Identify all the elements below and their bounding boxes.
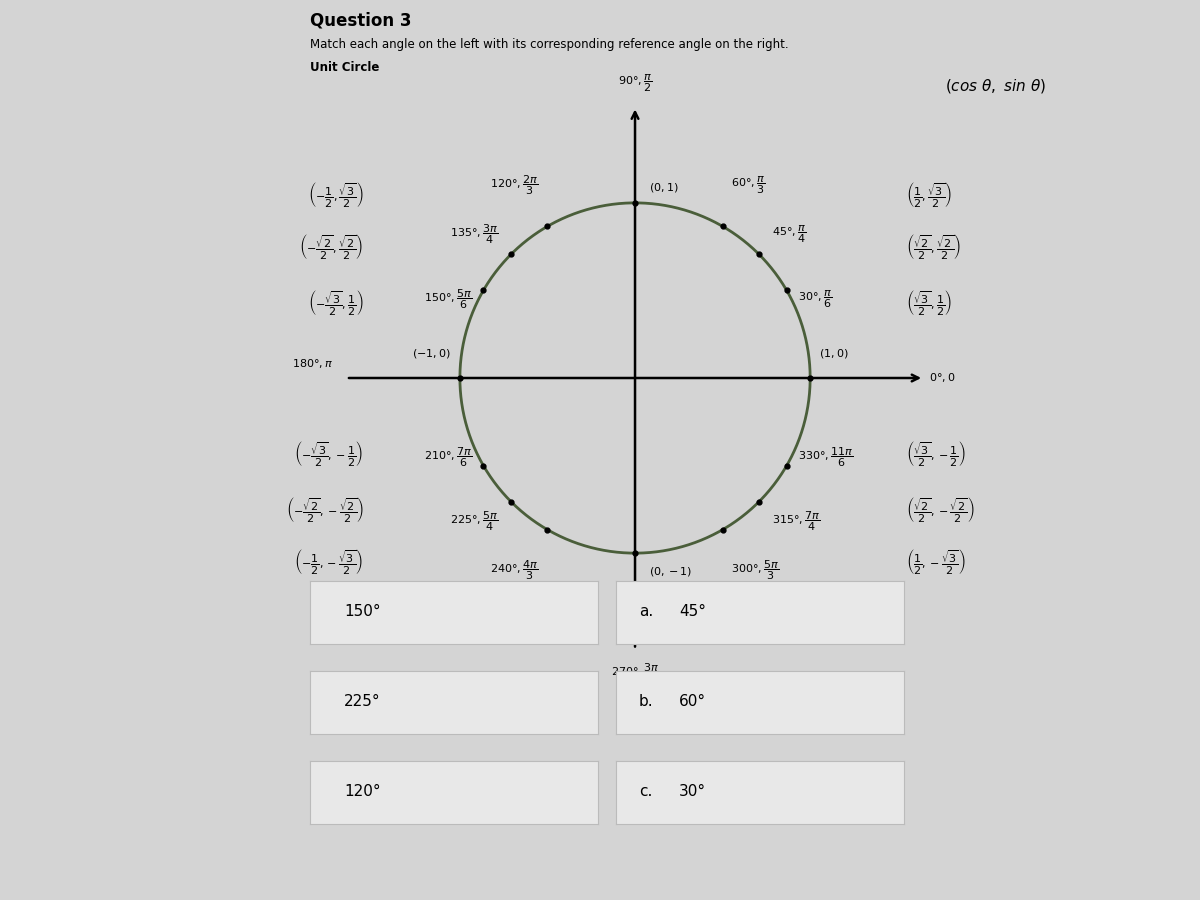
Text: $\left(-\dfrac{\sqrt{3}}{2},\dfrac{1}{2}\right)$: $\left(-\dfrac{\sqrt{3}}{2},\dfrac{1}{2}…	[308, 288, 364, 317]
Text: $60°,\dfrac{\pi}{3}$: $60°,\dfrac{\pi}{3}$	[731, 175, 766, 196]
Text: Unit Circle: Unit Circle	[310, 61, 379, 74]
Text: $\left(-\dfrac{1}{2},-\dfrac{\sqrt{3}}{2}\right)$: $\left(-\dfrac{1}{2},-\dfrac{\sqrt{3}}{2…	[294, 547, 364, 576]
Text: $(0,-1)$: $(0,-1)$	[649, 565, 692, 579]
Text: $120°,\dfrac{2\pi}{3}$: $120°,\dfrac{2\pi}{3}$	[491, 174, 539, 197]
Text: $210°,\dfrac{7\pi}{6}$: $210°,\dfrac{7\pi}{6}$	[424, 446, 472, 469]
Text: 225°: 225°	[344, 695, 380, 709]
Text: 120°: 120°	[344, 785, 380, 799]
Text: c.: c.	[638, 785, 652, 799]
Text: $\left(-\dfrac{\sqrt{2}}{2},-\dfrac{\sqrt{2}}{2}\right)$: $\left(-\dfrac{\sqrt{2}}{2},-\dfrac{\sqr…	[286, 495, 364, 524]
Text: $\left(-\dfrac{\sqrt{2}}{2},\dfrac{\sqrt{2}}{2}\right)$: $\left(-\dfrac{\sqrt{2}}{2},\dfrac{\sqrt…	[299, 232, 364, 261]
Text: $0°,0$: $0°,0$	[929, 372, 956, 384]
Text: $(0,1)$: $(0,1)$	[649, 181, 679, 194]
Text: 60°: 60°	[679, 695, 706, 709]
Text: Question 3: Question 3	[310, 12, 412, 30]
Text: $\left(-\dfrac{1}{2},\dfrac{\sqrt{3}}{2}\right)$: $\left(-\dfrac{1}{2},\dfrac{\sqrt{3}}{2}…	[308, 180, 364, 209]
Text: 45°: 45°	[679, 605, 706, 619]
Text: $225°,\dfrac{5\pi}{4}$: $225°,\dfrac{5\pi}{4}$	[450, 510, 498, 534]
Text: $150°,\dfrac{5\pi}{6}$: $150°,\dfrac{5\pi}{6}$	[424, 287, 472, 310]
Text: $135°,\dfrac{3\pi}{4}$: $135°,\dfrac{3\pi}{4}$	[450, 222, 498, 246]
Text: $330°,\dfrac{11\pi}{6}$: $330°,\dfrac{11\pi}{6}$	[798, 446, 853, 469]
Text: $180°,\pi$: $180°,\pi$	[293, 357, 334, 371]
Text: $\left(\dfrac{\sqrt{3}}{2},\dfrac{1}{2}\right)$: $\left(\dfrac{\sqrt{3}}{2},\dfrac{1}{2}\…	[906, 288, 953, 317]
Text: $300°,\dfrac{5\pi}{3}$: $300°,\dfrac{5\pi}{3}$	[731, 559, 780, 582]
Text: $30°,\dfrac{\pi}{6}$: $30°,\dfrac{\pi}{6}$	[798, 289, 833, 310]
Text: a.: a.	[638, 605, 653, 619]
Text: $\left(\dfrac{\sqrt{2}}{2},-\dfrac{\sqrt{2}}{2}\right)$: $\left(\dfrac{\sqrt{2}}{2},-\dfrac{\sqrt…	[906, 495, 976, 524]
Text: $45°,\dfrac{\pi}{4}$: $45°,\dfrac{\pi}{4}$	[772, 224, 806, 245]
Text: 30°: 30°	[679, 785, 706, 799]
Text: $270°,\dfrac{3\pi}{2}$: $270°,\dfrac{3\pi}{2}$	[611, 662, 659, 685]
Text: Match each angle on the left with its corresponding reference angle on the right: Match each angle on the left with its co…	[310, 38, 788, 50]
Text: $\left(\dfrac{1}{2},-\dfrac{\sqrt{3}}{2}\right)$: $\left(\dfrac{1}{2},-\dfrac{\sqrt{3}}{2}…	[906, 547, 966, 576]
Text: b.: b.	[638, 695, 653, 709]
Text: $315°,\dfrac{7\pi}{4}$: $315°,\dfrac{7\pi}{4}$	[772, 510, 820, 534]
Text: 150°: 150°	[344, 605, 380, 619]
Text: $(-1,0)$: $(-1,0)$	[412, 347, 451, 361]
Text: $(cos\ \theta,\ sin\ \theta)$: $(cos\ \theta,\ sin\ \theta)$	[946, 76, 1046, 94]
Text: $\left(\dfrac{\sqrt{2}}{2},\dfrac{\sqrt{2}}{2}\right)$: $\left(\dfrac{\sqrt{2}}{2},\dfrac{\sqrt{…	[906, 232, 961, 261]
Text: $\left(\dfrac{1}{2},\dfrac{\sqrt{3}}{2}\right)$: $\left(\dfrac{1}{2},\dfrac{\sqrt{3}}{2}\…	[906, 180, 953, 209]
Text: $240°,\dfrac{4\pi}{3}$: $240°,\dfrac{4\pi}{3}$	[491, 559, 539, 582]
Text: $\left(-\dfrac{\sqrt{3}}{2},-\dfrac{1}{2}\right)$: $\left(-\dfrac{\sqrt{3}}{2},-\dfrac{1}{2…	[294, 439, 364, 468]
Text: $\left(\dfrac{\sqrt{3}}{2},-\dfrac{1}{2}\right)$: $\left(\dfrac{\sqrt{3}}{2},-\dfrac{1}{2}…	[906, 439, 966, 468]
Text: $90°,\dfrac{\pi}{2}$: $90°,\dfrac{\pi}{2}$	[618, 73, 653, 94]
Text: $(1,0)$: $(1,0)$	[818, 347, 848, 361]
